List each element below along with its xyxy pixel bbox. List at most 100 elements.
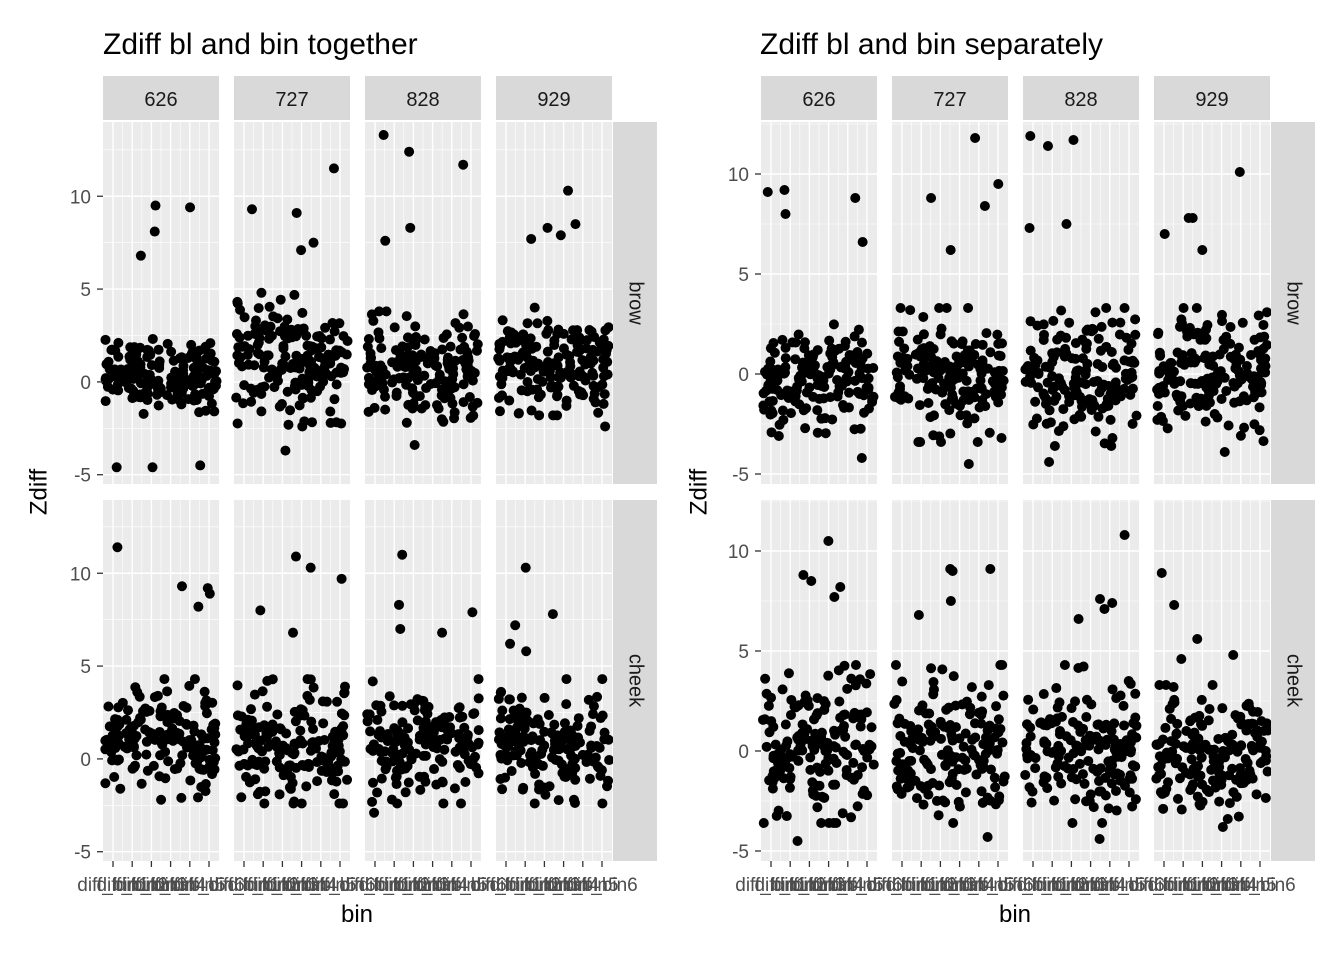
data-point [848,713,859,724]
data-point [828,779,839,790]
data-point [559,718,570,729]
data-point [246,704,257,715]
data-point [1056,305,1067,316]
data-point [567,369,578,380]
data-point [154,359,165,370]
data-point [176,399,187,410]
data-point [149,692,160,703]
data-point [272,369,283,380]
data-point [1071,367,1082,378]
data-point [800,423,811,434]
data-point [947,756,958,767]
data-point [495,687,506,698]
data-point [100,334,111,345]
data-point [432,361,443,372]
data-point [902,361,913,372]
data-point [442,724,453,735]
data-point [192,756,203,767]
x-tick-label: diff_bin4 [266,875,338,896]
data-point [381,306,392,317]
data-point [320,322,331,333]
data-point [1108,358,1119,369]
data-point [846,812,857,823]
data-point [761,688,772,699]
data-point [384,691,395,702]
chart-title: Zdiff bl and bin together [103,28,418,61]
data-point [467,375,478,386]
data-point [162,686,173,697]
data-point [160,746,171,757]
data-point [1092,719,1103,730]
data-point [1197,245,1208,255]
x-tick-label: diff_bin1 [735,875,807,896]
data-point [1244,765,1255,776]
data-point [865,669,876,680]
data-point [534,784,545,795]
data-point [1239,422,1250,433]
data-point [1236,740,1247,751]
data-point [185,202,196,213]
data-point [1053,771,1064,782]
data-point [365,348,376,359]
data-point [318,718,329,729]
x-tick-label: diff_bin3 [509,875,581,896]
data-point [593,407,604,418]
y-tick-label: 5 [738,265,749,286]
data-point [276,399,287,410]
data-point [1100,790,1111,801]
data-point [336,362,347,373]
data-point [372,714,383,725]
data-point [1049,395,1060,406]
data-point [1083,755,1094,766]
data-point [945,428,956,439]
data-point [387,377,398,388]
data-point [1114,329,1125,340]
data-point [538,366,549,377]
y-tick-label: 10 [70,187,91,208]
data-point [762,187,773,197]
data-point [993,714,1004,725]
data-point [862,374,873,385]
data-point [552,389,563,400]
data-point [918,343,929,354]
data-point [405,360,416,371]
data-point [758,818,769,828]
data-point [924,708,935,719]
data-point [857,762,868,773]
data-point [494,406,505,417]
data-point [790,354,801,365]
x-tick-label: diff_bin6 [304,875,376,896]
data-point [1218,334,1229,345]
data-point [850,375,861,386]
data-point [812,405,823,416]
data-point [1096,321,1107,332]
data-point [805,752,816,763]
data-point [393,754,404,765]
data-point [549,340,560,351]
data-point [1204,704,1215,715]
data-point [1252,706,1263,717]
data-point [289,289,300,300]
data-point [372,787,383,798]
data-point [834,696,845,707]
data-point [1093,411,1104,422]
data-point [397,549,408,560]
data-point [231,329,242,340]
data-point [598,398,609,409]
data-point [462,739,473,750]
data-point [572,340,583,351]
data-point [1158,803,1169,814]
data-point [506,766,517,777]
data-point [828,741,839,752]
data-point [811,710,822,721]
data-point [923,719,934,730]
data-point [925,412,936,423]
data-point [291,207,302,218]
data-point [1070,385,1081,396]
data-point [563,185,574,196]
data-point [837,808,848,819]
data-point [141,749,152,760]
data-point [467,607,478,618]
data-point [918,799,929,810]
data-point [244,777,255,788]
